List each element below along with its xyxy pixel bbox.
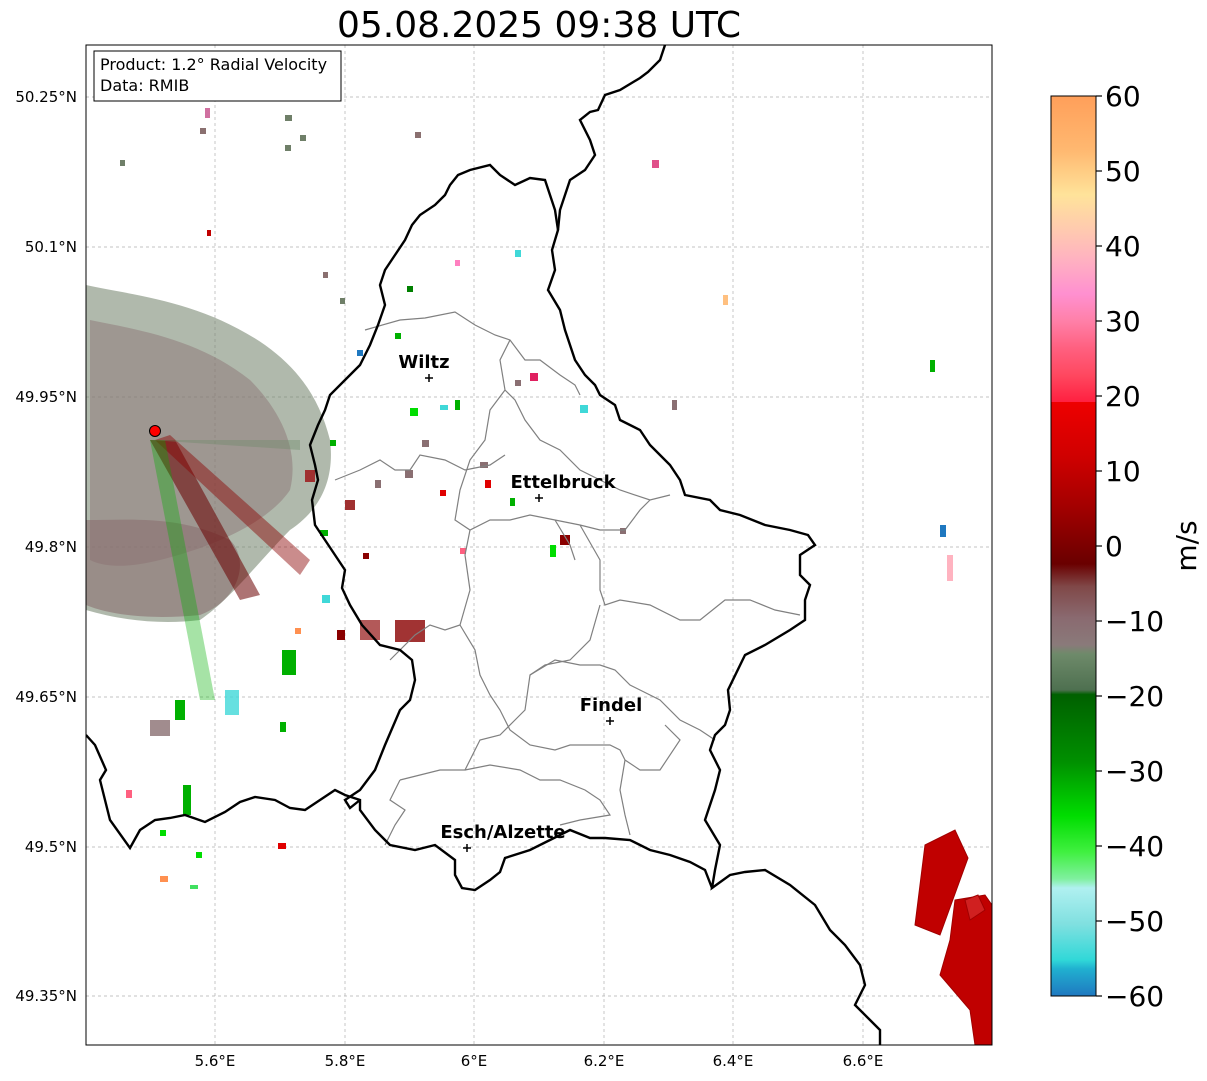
lat-tick-label: 49.8°N bbox=[25, 538, 77, 556]
city-label-findel: Findel bbox=[580, 695, 643, 716]
colorbar-tick-label: 60 bbox=[1105, 80, 1141, 113]
city-esch-alzette: Esch/Alzette bbox=[440, 822, 566, 852]
city-marker-icon bbox=[463, 844, 471, 852]
info-data-source: Data: RMIB bbox=[100, 76, 189, 95]
colorbar: 60 50 40 30 20 10 0 −10 −20 −30 −40 −50 … bbox=[1050, 80, 1203, 1013]
city-label-ettelbruck: Ettelbruck bbox=[510, 472, 616, 493]
colorbar-tick-label: −50 bbox=[1105, 905, 1164, 938]
colorbar-tick-label: 50 bbox=[1105, 155, 1141, 188]
lon-tick-label: 5.8°E bbox=[325, 1052, 366, 1070]
latitude-labels: 50.25°N 50.1°N 49.95°N 49.8°N 49.65°N 49… bbox=[15, 88, 77, 1005]
city-marker-icon bbox=[606, 717, 614, 725]
national-borders bbox=[86, 45, 882, 1045]
lat-tick-label: 49.35°N bbox=[15, 987, 77, 1005]
city-label-esch-alzette: Esch/Alzette bbox=[440, 822, 565, 843]
colorbar-tick-label: 30 bbox=[1105, 305, 1141, 338]
colorbar-tick-label: −10 bbox=[1105, 605, 1164, 638]
colorbar-tick-label: 40 bbox=[1105, 230, 1141, 263]
city-ettelbruck: Ettelbruck bbox=[510, 472, 617, 502]
lon-tick-label: 6.6°E bbox=[843, 1052, 884, 1070]
colorbar-tick-label: −20 bbox=[1105, 680, 1164, 713]
lat-tick-label: 49.95°N bbox=[15, 388, 77, 406]
colorbar-tick-label: −60 bbox=[1105, 980, 1164, 1013]
map-title: 05.08.2025 09:38 UTC bbox=[337, 5, 741, 46]
southeast-echo bbox=[914, 829, 992, 1045]
lat-tick-label: 50.25°N bbox=[15, 88, 77, 106]
city-wiltz: Wiltz bbox=[398, 352, 450, 382]
colorbar-unit-label: m/s bbox=[1170, 520, 1203, 571]
lat-tick-label: 50.1°N bbox=[25, 238, 77, 256]
lon-tick-label: 5.6°E bbox=[195, 1052, 236, 1070]
city-marker-icon bbox=[425, 374, 433, 382]
colorbar-ticks bbox=[1096, 95, 1102, 997]
canton-boundaries bbox=[334, 311, 801, 846]
info-box: Product: 1.2° Radial Velocity Data: RMIB bbox=[93, 50, 342, 102]
map-frame bbox=[85, 44, 993, 1046]
radar-echo-area bbox=[86, 285, 331, 700]
city-findel: Findel bbox=[580, 695, 643, 725]
colorbar-tick-label: −40 bbox=[1105, 830, 1164, 863]
lat-tick-label: 49.5°N bbox=[25, 838, 77, 856]
lon-tick-label: 6.2°E bbox=[584, 1052, 625, 1070]
city-marker-icon bbox=[535, 494, 543, 502]
info-product: Product: 1.2° Radial Velocity bbox=[100, 55, 327, 74]
colorbar-tick-labels: 60 50 40 30 20 10 0 −10 −20 −30 −40 −50 … bbox=[1105, 80, 1164, 1013]
city-label-wiltz: Wiltz bbox=[398, 352, 449, 373]
colorbar-tick-label: −30 bbox=[1105, 755, 1164, 788]
lat-tick-label: 49.65°N bbox=[15, 688, 77, 706]
lon-tick-label: 6.4°E bbox=[713, 1052, 754, 1070]
colorbar-gradient bbox=[1050, 95, 1097, 997]
radar-site-marker bbox=[149, 425, 161, 437]
longitude-labels: 5.6°E 5.8°E 6°E 6.2°E 6.4°E 6.6°E bbox=[195, 1052, 884, 1070]
radar-pixels bbox=[120, 108, 953, 889]
lon-tick-label: 6°E bbox=[461, 1052, 488, 1070]
colorbar-tick-label: 20 bbox=[1105, 380, 1141, 413]
colorbar-tick-label: 10 bbox=[1105, 455, 1141, 488]
colorbar-tick-label: 0 bbox=[1105, 530, 1123, 563]
